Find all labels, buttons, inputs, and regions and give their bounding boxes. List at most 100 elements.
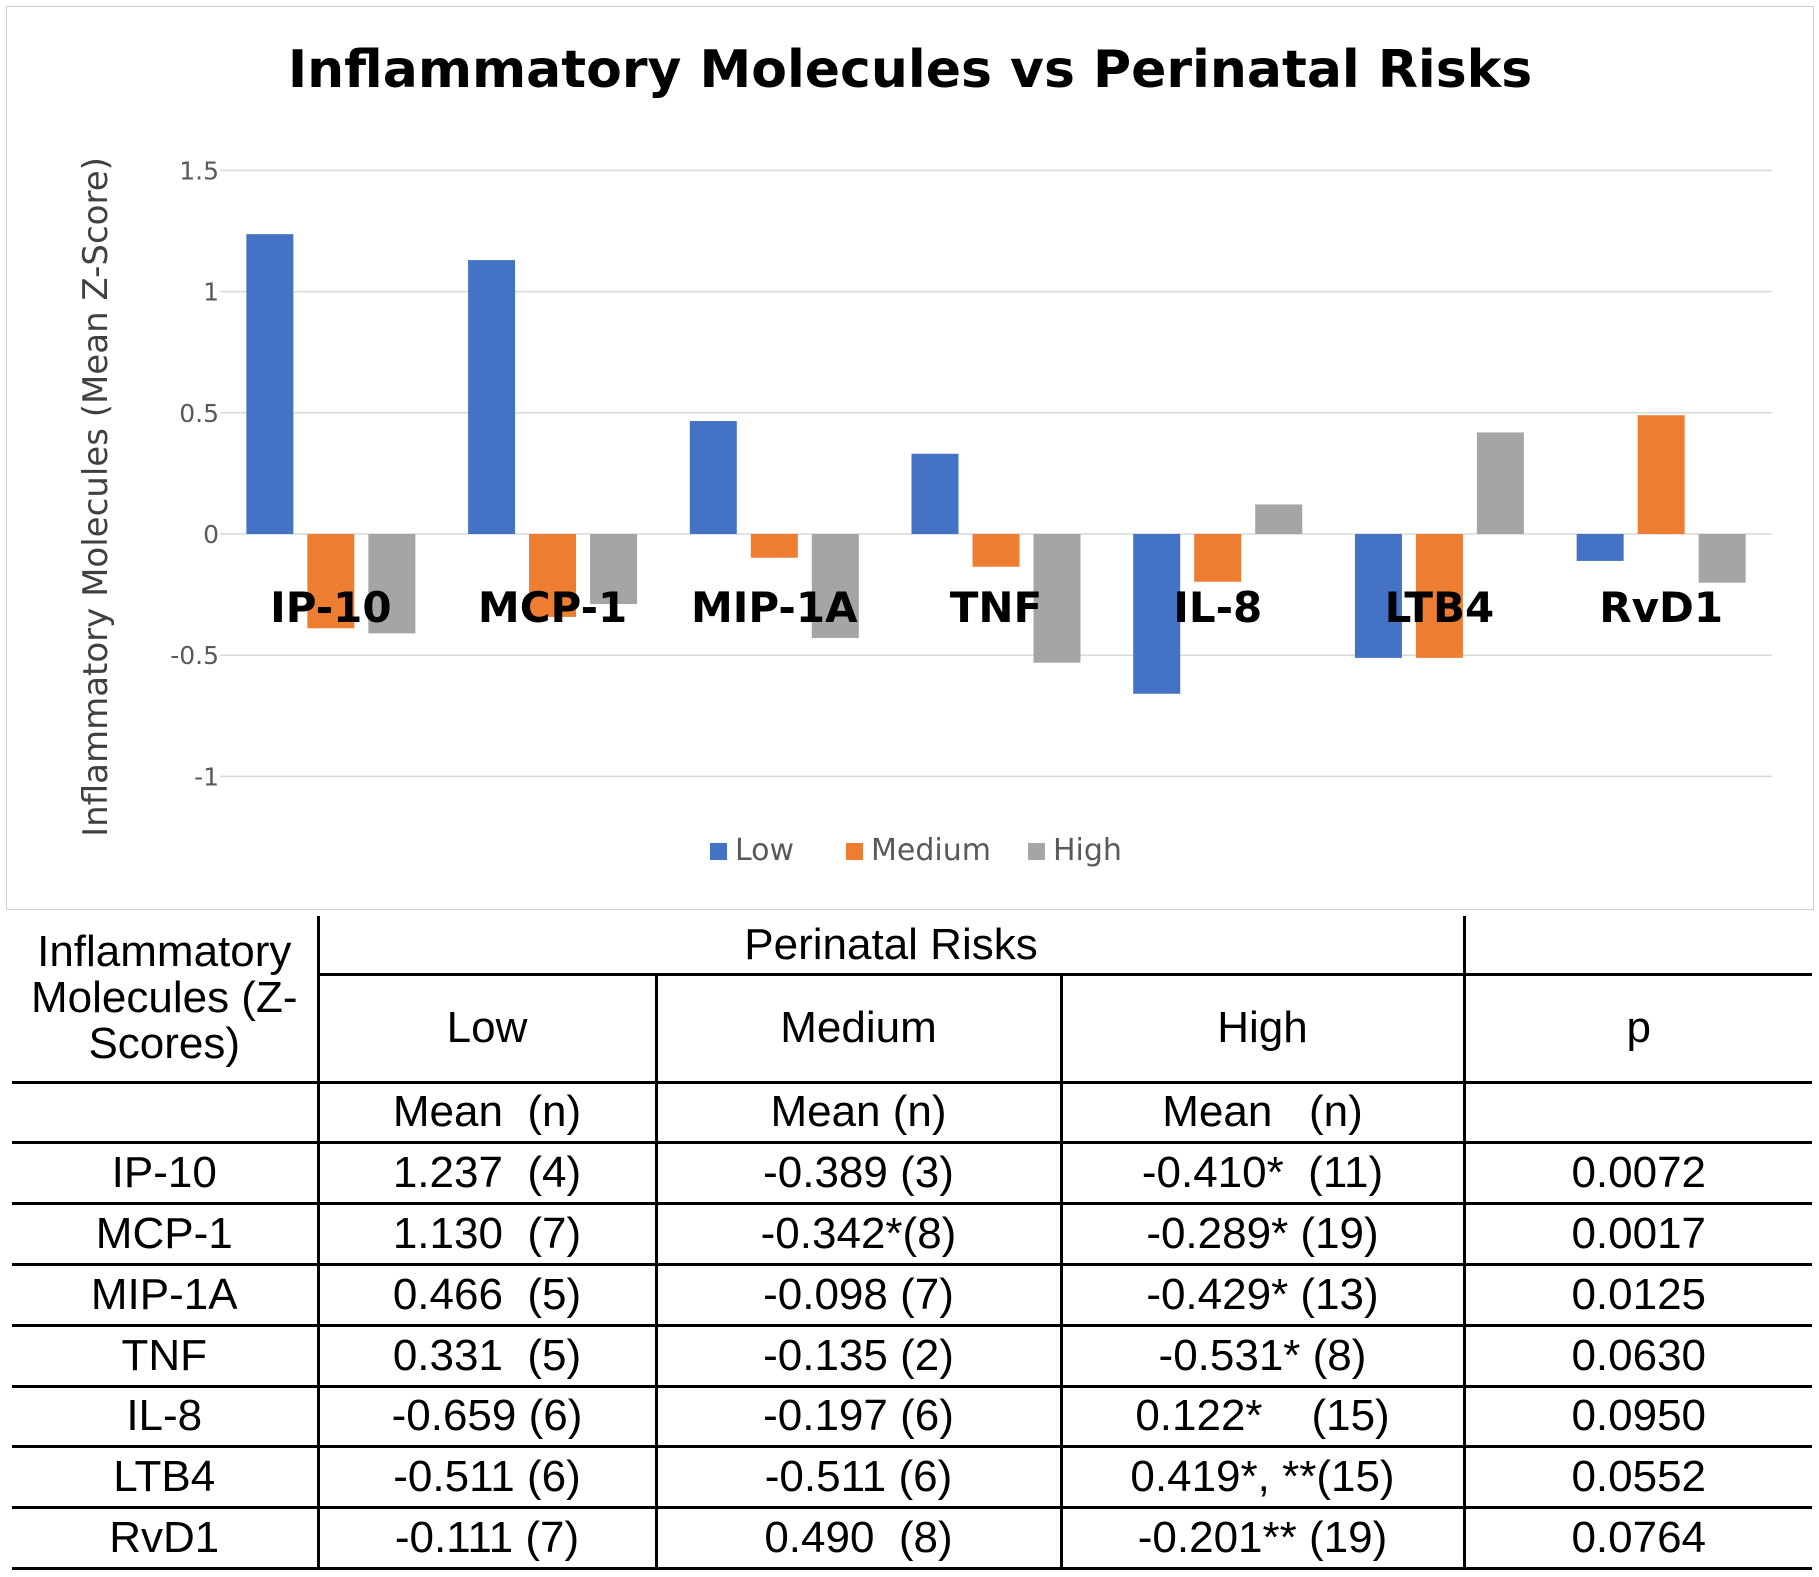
legend-swatch-low bbox=[710, 843, 727, 860]
cell-name: IL-8 bbox=[12, 1384, 320, 1449]
bar-high-tnf bbox=[1033, 534, 1081, 663]
bar-medium-rvd1 bbox=[1637, 415, 1685, 534]
cell-medium: -0.098 (7) bbox=[654, 1263, 1063, 1327]
bar-medium-ip-10 bbox=[307, 534, 355, 629]
cell-high: -0.531* (8) bbox=[1059, 1323, 1466, 1388]
bar-high-mip-1a bbox=[811, 534, 859, 638]
bars bbox=[246, 234, 1746, 694]
subheader-low: Mean (n) bbox=[316, 1080, 658, 1145]
chart-panel: 1.5 1 0.5 0 -0.5 -1 IP-10 MCP-1 MIP-1A TNF IL-8 LT… bbox=[6, 6, 1814, 910]
bar-high-ip-10 bbox=[368, 534, 416, 634]
bar-medium-mip-1a bbox=[750, 534, 798, 558]
subheader-medium: Mean (n) bbox=[654, 1080, 1063, 1145]
cell-high: -0.201** (19) bbox=[1059, 1506, 1466, 1570]
subheader-high: Mean (n) bbox=[1059, 1080, 1466, 1145]
bar-high-mcp-1 bbox=[590, 534, 638, 605]
cell-p: 0.0764 bbox=[1462, 1506, 1812, 1570]
table-row: TNF 0.331 (5) -0.135 (2) -0.531* (8) 0.0630 bbox=[12, 1323, 1812, 1388]
cell-p: 0.0552 bbox=[1462, 1445, 1812, 1510]
bar-low-il-8 bbox=[1133, 534, 1181, 694]
p-group-header bbox=[1462, 916, 1812, 977]
category-label: MIP-1A bbox=[691, 583, 858, 632]
cell-low: -0.659 (6) bbox=[316, 1384, 658, 1449]
y-tick-label: 1 bbox=[203, 278, 219, 307]
legend-label-low: Low bbox=[735, 833, 794, 868]
table-row: IL-8 -0.659 (6) -0.197 (6) 0.122* (15) 0.095… bbox=[12, 1384, 1812, 1449]
bar-low-mcp-1 bbox=[468, 260, 516, 534]
table-row: IP-10 1.237 (4) -0.389 (3) -0.410* (11) 0.00… bbox=[12, 1141, 1812, 1206]
cell-name: TNF bbox=[12, 1323, 320, 1388]
category-label: RvD1 bbox=[1599, 583, 1723, 632]
chart-title: Inflammatory Molecules vs Perinatal Risk… bbox=[288, 40, 1532, 100]
legend-label-medium: Medium bbox=[871, 833, 991, 868]
bar-low-ip-10 bbox=[246, 234, 294, 535]
cell-low: 1.130 (7) bbox=[316, 1202, 658, 1267]
cell-name: RvD1 bbox=[12, 1506, 320, 1570]
cell-medium: 0.490 (8) bbox=[654, 1506, 1063, 1570]
cell-name: LTB4 bbox=[12, 1445, 320, 1510]
y-tick-label: 0 bbox=[203, 520, 219, 549]
category-label: MCP-1 bbox=[478, 583, 627, 632]
cell-p: 0.0125 bbox=[1462, 1263, 1812, 1327]
column-header-p: p bbox=[1462, 974, 1812, 1084]
gridlines: 1.5 1 0.5 0 -0.5 -1 bbox=[170, 156, 1772, 791]
bar-medium-ltb4 bbox=[1415, 534, 1463, 658]
cell-high: 0.122* (15) bbox=[1059, 1384, 1466, 1449]
bar-low-rvd1 bbox=[1576, 534, 1624, 561]
column-header-low: Low bbox=[316, 973, 658, 1084]
cell-name: MCP-1 bbox=[12, 1202, 320, 1267]
column-header-high: High bbox=[1059, 973, 1466, 1084]
cell-low: -0.111 (7) bbox=[316, 1506, 658, 1570]
subheader-blank bbox=[12, 1080, 320, 1145]
bar-chart: 1.5 1 0.5 0 -0.5 -1 IP-10 MCP-1 MIP-1A TNF IL-8 LT… bbox=[76, 40, 1772, 868]
cell-p: 0.0950 bbox=[1462, 1384, 1812, 1449]
legend: Low Medium High bbox=[710, 833, 1122, 868]
y-axis-title: Inflammatory Molecules (Mean Z-Score) bbox=[76, 157, 116, 837]
cell-p: 0.0017 bbox=[1462, 1202, 1812, 1267]
cell-low: 0.331 (5) bbox=[316, 1323, 658, 1388]
bar-high-ltb4 bbox=[1476, 432, 1524, 534]
cell-p: 0.0072 bbox=[1462, 1141, 1812, 1206]
data-table: Inflammatory Molecules (Z-Scores) Perina… bbox=[12, 916, 1812, 1570]
table-row: MCP-1 1.130 (7) -0.342*(8) -0.289* (19) 0.00… bbox=[12, 1202, 1812, 1267]
cell-medium: -0.135 (2) bbox=[654, 1323, 1063, 1388]
category-label: LTB4 bbox=[1385, 583, 1495, 632]
cell-p: 0.0630 bbox=[1462, 1323, 1812, 1388]
perinatal-risks-header: Perinatal Risks bbox=[316, 916, 1466, 977]
legend-label-high: High bbox=[1053, 833, 1122, 868]
cell-high: -0.429* (13) bbox=[1059, 1263, 1466, 1327]
cell-name: IP-10 bbox=[12, 1141, 320, 1206]
category-label: IP-10 bbox=[270, 583, 392, 632]
cell-low: 0.466 (5) bbox=[316, 1263, 658, 1327]
table-row: RvD1 -0.111 (7) 0.490 (8) -0.201** (19) 0.07… bbox=[12, 1506, 1812, 1570]
table-row: MIP-1A 0.466 (5) -0.098 (7) -0.429* (13) 0.0… bbox=[12, 1263, 1812, 1327]
bar-low-mip-1a bbox=[689, 421, 737, 534]
bar-high-rvd1 bbox=[1698, 534, 1746, 583]
cell-low: 1.237 (4) bbox=[316, 1141, 658, 1206]
y-tick-label: 1.5 bbox=[179, 156, 219, 185]
cell-medium: -0.389 (3) bbox=[654, 1141, 1063, 1206]
category-label: TNF bbox=[950, 583, 1043, 632]
cell-name: MIP-1A bbox=[12, 1263, 320, 1327]
y-tick-label: -0.5 bbox=[170, 641, 219, 670]
cell-medium: -0.342*(8) bbox=[654, 1202, 1063, 1267]
bar-low-tnf bbox=[911, 453, 959, 534]
bar-high-il-8 bbox=[1255, 504, 1303, 534]
table-body: IP-10 1.237 (4) -0.389 (3) -0.410* (11) 0.00… bbox=[12, 1141, 1812, 1570]
y-tick-label: -1 bbox=[194, 762, 219, 791]
table-corner-header: Inflammatory Molecules (Z-Scores) bbox=[12, 916, 320, 1083]
category-labels: IP-10 MCP-1 MIP-1A TNF IL-8 LTB4 RvD1 bbox=[270, 583, 1723, 632]
bar-medium-tnf bbox=[972, 534, 1020, 567]
cell-low: -0.511 (6) bbox=[316, 1445, 658, 1510]
bar-medium-mcp-1 bbox=[529, 534, 577, 617]
cell-high: 0.419*, **(15) bbox=[1059, 1445, 1466, 1510]
cell-medium: -0.197 (6) bbox=[654, 1384, 1063, 1449]
legend-swatch-high bbox=[1028, 843, 1045, 860]
cell-medium: -0.511 (6) bbox=[654, 1445, 1063, 1510]
table-row: LTB4 -0.511 (6) -0.511 (6) 0.419*, **(15) 0.… bbox=[12, 1445, 1812, 1510]
cell-high: -0.410* (11) bbox=[1059, 1141, 1466, 1206]
column-header-medium: Medium bbox=[654, 973, 1063, 1084]
category-label: IL-8 bbox=[1173, 583, 1262, 632]
y-tick-label: 0.5 bbox=[179, 399, 219, 428]
subheader-p-blank bbox=[1462, 1080, 1812, 1145]
